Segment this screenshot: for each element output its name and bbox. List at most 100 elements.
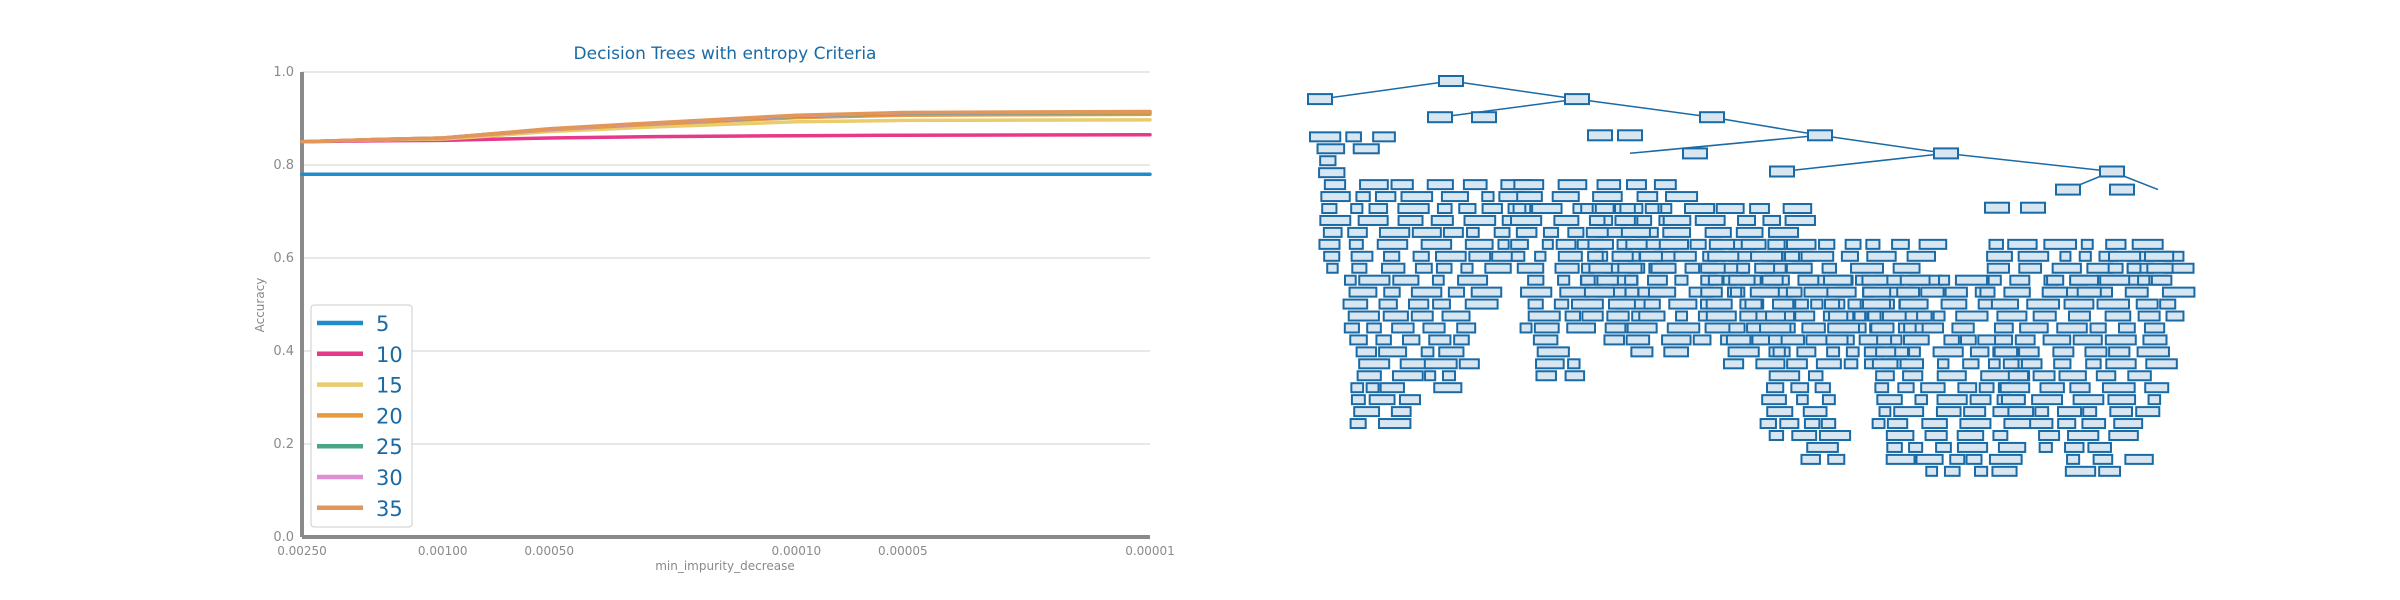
tree-node [1784,214,1816,226]
tree-node [1955,310,1989,322]
tree-node [2018,262,2043,274]
tree-node [2104,310,2132,322]
tree-node [1768,370,1801,382]
tree-node [1390,406,1412,418]
tree-node [1897,382,1915,394]
tree-node [2034,406,2050,418]
tree-node [1959,418,1992,430]
x-tick-label: 0.00010 [772,544,822,558]
tree-node [1794,298,1809,310]
tree-node [1453,334,1470,346]
tree-node [1891,238,1910,250]
tree-node [2029,418,2054,430]
tree-node [1432,298,1451,310]
tree-node [1318,238,1341,250]
tree-node [1962,358,1980,370]
tree-node [1345,131,1362,143]
legend-label: 10 [376,343,403,367]
tree-node [2098,465,2122,477]
tree-node [1936,370,1967,382]
tree-node [2136,346,2170,358]
tree-node [1784,250,1801,262]
tree-node [1786,358,1808,370]
tree-node [1973,465,1989,477]
tree-node [1705,310,1737,322]
tree-node [1397,214,1424,226]
tree-node [1814,382,1831,394]
tree-node [1768,226,1800,238]
tree-node [1380,262,1406,274]
tree-node [1410,310,1434,322]
tree-node [1769,165,1795,178]
tree-node [1350,203,1364,215]
tree-node [1400,191,1434,203]
tree-node [1899,358,1925,370]
tree-node [2072,394,2105,406]
tree-node [1951,322,1975,334]
tree-node [1653,179,1677,191]
legend: 5 10 15 20 25 30 35 [310,304,413,528]
tree-node [1319,214,1352,226]
tree-node [1607,298,1636,310]
tree-node [1481,203,1503,215]
tree-node [1531,203,1563,215]
tree-node [1785,238,1817,250]
tree-node [2046,274,2065,286]
tree-node [1761,394,1787,406]
tree-node [1878,406,1892,418]
tree-node [2067,310,2091,322]
tree-node [1606,310,1630,322]
tree-node [2105,358,2137,370]
tree-node [1379,382,1405,394]
tree-node [1785,286,1803,298]
tree-node [1749,286,1780,298]
tree-node [1624,274,1639,286]
tree-node [1865,238,1881,250]
y-tick-label: 1.0 [273,65,294,80]
tree-node [1377,418,1412,430]
tree-node [2146,262,2174,274]
tree-node [2131,238,2164,250]
tree-node [1510,250,1526,262]
tree-node [1920,286,1945,298]
tree-node [2076,286,2102,298]
tree-node [2042,334,2072,346]
tree-node [1368,203,1389,215]
tree-node [1375,334,1392,346]
tree-node [1936,394,1968,406]
tree-node [1662,214,1692,226]
tree-node [1772,346,1786,358]
tree-node [1871,358,1899,370]
tree-node [1740,238,1767,250]
tree-node [1527,298,1544,310]
tree-node [1949,453,1966,465]
x-tick-label: 0.00005 [878,544,928,558]
tree-node [1735,226,1764,238]
tree-node [2009,274,2031,286]
tree-node [1355,191,1371,203]
tree-node [2026,298,2061,310]
tree-node [1988,238,2004,250]
tree-node [1348,238,1364,250]
tree-node [1806,441,1839,453]
tree-node [1352,143,1380,155]
tree-node [1587,238,1614,250]
tree-node [1898,298,1929,310]
tree-node [2092,453,2114,465]
y-tick-label: 0.6 [273,251,294,266]
tree-node [1963,406,1987,418]
tree-node [1307,93,1333,106]
tree-node [1938,274,1951,286]
x-tick-label: 0.00250 [277,544,327,558]
tree-node [1438,75,1464,87]
tree-node [1707,250,1740,262]
tree-node [2038,441,2053,453]
tree-edge [1439,98,1578,118]
tree-node [1351,262,1368,274]
tree-node [1700,286,1723,298]
tree-edge [1629,134,1821,155]
tree-node [1853,310,1867,322]
tree-node [1647,274,1668,286]
tree-node [2159,298,2177,310]
legend-label: 20 [376,404,403,428]
